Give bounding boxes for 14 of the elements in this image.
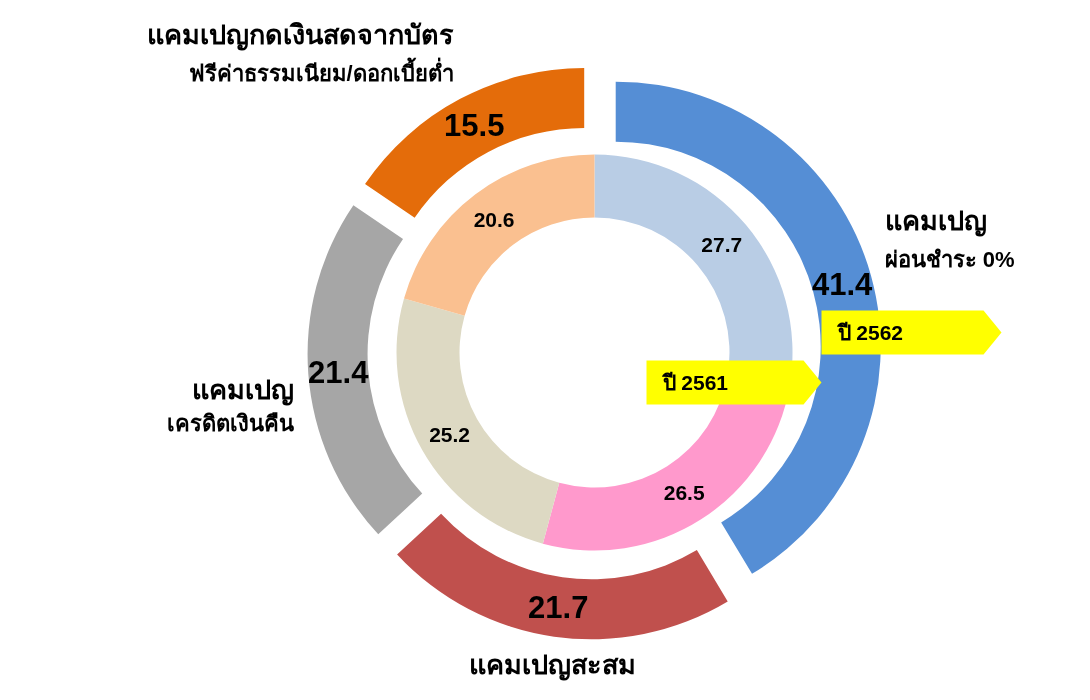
slice-label: แคมเปญกดเงินสดจากบัตร ฟรีค่าธรรมเนียม/ดอกเบี้ยต่ำ	[146, 20, 454, 87]
data-label: 20.6	[473, 207, 515, 231]
data-label: 41.4	[812, 266, 874, 302]
slice-label: แคมเปญสะสม	[468, 650, 636, 682]
data-label: 27.7	[701, 233, 743, 257]
data-label: 15.5	[444, 108, 505, 144]
data-label: 26.5	[663, 480, 705, 504]
slice-label: แคมเปญ ผ่อนชำระ 0%	[884, 206, 1015, 273]
slice-label: ปี 2561	[660, 371, 729, 394]
slice-label: แคมเปญ เครดิตเงินคืน	[167, 375, 295, 437]
slice-label: ปี 2562	[835, 321, 904, 344]
data-label: 25.2	[429, 422, 471, 446]
data-label: 21.4	[308, 354, 370, 390]
data-label: 21.7	[528, 589, 589, 625]
